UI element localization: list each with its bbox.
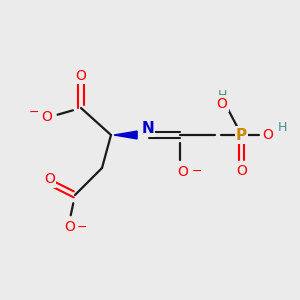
Text: H: H — [217, 89, 227, 102]
Text: −: − — [76, 220, 87, 234]
Text: O: O — [64, 220, 75, 234]
Text: −: − — [29, 106, 39, 119]
Text: N: N — [142, 121, 154, 136]
Text: O: O — [42, 110, 52, 124]
Text: O: O — [76, 69, 86, 83]
Text: O: O — [178, 165, 188, 178]
Text: H: H — [277, 121, 287, 134]
Polygon shape — [114, 131, 137, 139]
Text: O: O — [262, 128, 273, 142]
Text: P: P — [236, 128, 247, 142]
Text: −: − — [191, 165, 202, 178]
Text: O: O — [44, 172, 55, 186]
Text: O: O — [237, 164, 248, 178]
Text: O: O — [217, 97, 227, 110]
